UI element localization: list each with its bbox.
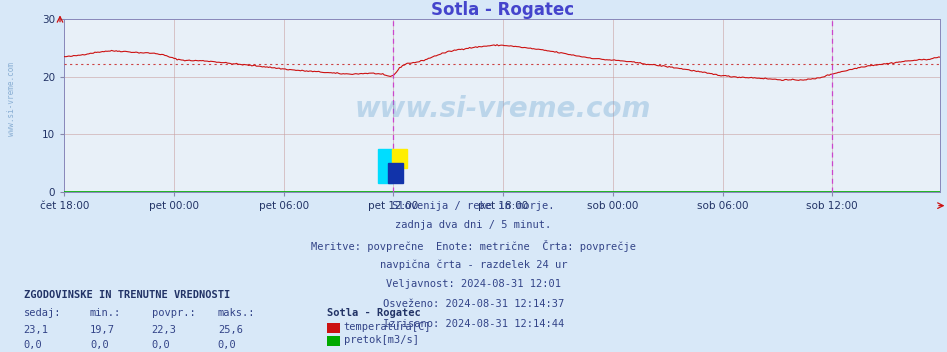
Text: 25,6: 25,6	[218, 325, 242, 334]
Text: 0,0: 0,0	[24, 340, 43, 350]
Text: maks.:: maks.:	[218, 308, 256, 318]
Text: 19,7: 19,7	[90, 325, 115, 334]
Text: 0,0: 0,0	[152, 340, 170, 350]
Text: 23,1: 23,1	[24, 325, 48, 334]
Text: 0,0: 0,0	[90, 340, 109, 350]
Text: temperatura[C]: temperatura[C]	[344, 322, 431, 332]
Text: Slovenija / reke in morje.: Slovenija / reke in morje.	[392, 201, 555, 210]
Text: ZGODOVINSKE IN TRENUTNE VREDNOSTI: ZGODOVINSKE IN TRENUTNE VREDNOSTI	[24, 290, 230, 300]
Bar	[379, 149, 393, 183]
Text: pretok[m3/s]: pretok[m3/s]	[344, 335, 419, 345]
Text: min.:: min.:	[90, 308, 121, 318]
Text: 22,3: 22,3	[152, 325, 176, 334]
Title: Sotla - Rogatec: Sotla - Rogatec	[431, 1, 574, 19]
Text: zadnja dva dni / 5 minut.: zadnja dva dni / 5 minut.	[396, 220, 551, 230]
Bar	[392, 149, 407, 168]
Text: 0,0: 0,0	[218, 340, 237, 350]
Text: www.si-vreme.com: www.si-vreme.com	[354, 95, 651, 123]
Text: Veljavnost: 2024-08-31 12:01: Veljavnost: 2024-08-31 12:01	[386, 279, 561, 289]
Text: povpr.:: povpr.:	[152, 308, 195, 318]
Text: Meritve: povprečne  Enote: metrične  Črta: povprečje: Meritve: povprečne Enote: metrične Črta:…	[311, 240, 636, 252]
Text: Izrisano: 2024-08-31 12:14:44: Izrisano: 2024-08-31 12:14:44	[383, 319, 564, 329]
Bar	[388, 163, 403, 183]
Text: Osveženo: 2024-08-31 12:14:37: Osveženo: 2024-08-31 12:14:37	[383, 299, 564, 309]
Text: www.si-vreme.com: www.si-vreme.com	[7, 62, 16, 136]
Text: Sotla - Rogatec: Sotla - Rogatec	[327, 308, 420, 318]
Text: navpična črta - razdelek 24 ur: navpična črta - razdelek 24 ur	[380, 260, 567, 270]
Text: sedaj:: sedaj:	[24, 308, 62, 318]
